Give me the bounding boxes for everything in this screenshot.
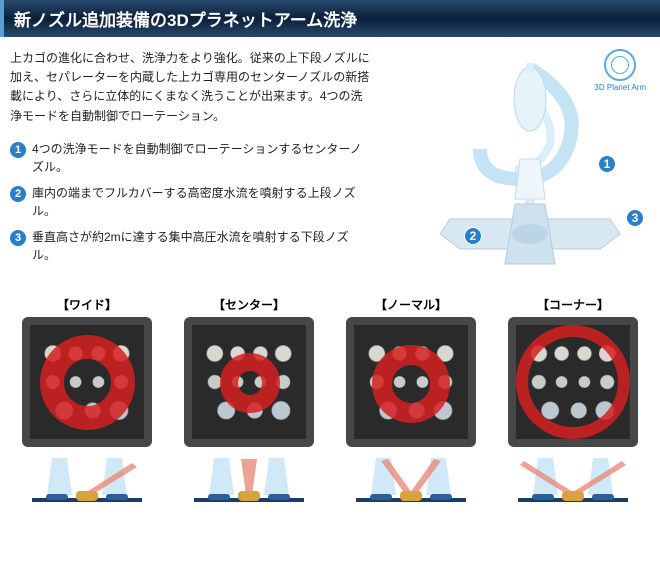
callout-badge-2: 2 [464, 227, 482, 245]
feature-list: 1 4つの洗浄モードを自動制御でローテーションするセンターノズル。 2 庫内の端… [10, 140, 372, 264]
logo-label: 3D Planet Arm [594, 83, 646, 92]
mode-corner: 【コーナー】 [498, 296, 648, 508]
mode-diagram [22, 317, 152, 447]
mode-label: 【ノーマル】 [336, 296, 486, 313]
mode-normal: 【ノーマル】 [336, 296, 486, 508]
mode-diagram [184, 317, 314, 447]
feature-text: 4つの洗浄モードを自動制御でローテーションするセンターノズル。 [32, 140, 372, 176]
header-title: 新ノズル追加装備の3Dプラネットアーム洗浄 [14, 11, 357, 30]
number-badge: 2 [10, 186, 26, 202]
spray-ring [40, 335, 135, 430]
planet-arm-logo: 3D Planet Arm [594, 49, 646, 92]
feature-text: 庫内の端までフルカバーする高密度水流を噴射する上段ノズル。 [32, 184, 372, 220]
spray-ring [516, 325, 630, 439]
number-badge: 1 [10, 142, 26, 158]
section-header: 新ノズル追加装備の3Dプラネットアーム洗浄 [0, 0, 660, 37]
mode-diagram [508, 317, 638, 447]
product-illustration: 3D Planet Arm 1 2 3 [380, 49, 650, 284]
mode-label: 【ワイド】 [12, 296, 162, 313]
callout-badge-3: 3 [626, 209, 644, 227]
mode-diagram [346, 317, 476, 447]
spray-side-view [508, 453, 638, 508]
number-badge: 3 [10, 230, 26, 246]
mode-label: 【センター】 [174, 296, 324, 313]
feature-text: 垂直高さが約2mに達する集中高圧水流を噴射する下段ノズル。 [32, 228, 372, 264]
spray-side-view [184, 453, 314, 508]
top-section: 上カゴの進化に合わせ、洗浄力をより強化。従来の上下段ノズルに加え、セパレーターを… [0, 37, 660, 292]
spray-side-view [346, 453, 476, 508]
spray-side-view [22, 453, 152, 508]
feature-item: 2 庫内の端までフルカバーする高密度水流を噴射する上段ノズル。 [10, 184, 372, 220]
modes-row: 【ワイド】 【センター】 [0, 292, 660, 518]
intro-paragraph: 上カゴの進化に合わせ、洗浄力をより強化。従来の上下段ノズルに加え、セパレーターを… [10, 49, 372, 126]
mode-center: 【センター】 [174, 296, 324, 508]
spray-ring [220, 353, 280, 413]
feature-item: 3 垂直高さが約2mに達する集中高圧水流を噴射する下段ノズル。 [10, 228, 372, 264]
feature-item: 1 4つの洗浄モードを自動制御でローテーションするセンターノズル。 [10, 140, 372, 176]
mode-label: 【コーナー】 [498, 296, 648, 313]
spray-ring [372, 345, 450, 423]
logo-icon [604, 49, 636, 81]
callout-badge-1: 1 [598, 155, 616, 173]
mode-wide: 【ワイド】 [12, 296, 162, 508]
text-column: 上カゴの進化に合わせ、洗浄力をより強化。従来の上下段ノズルに加え、セパレーターを… [10, 49, 380, 284]
